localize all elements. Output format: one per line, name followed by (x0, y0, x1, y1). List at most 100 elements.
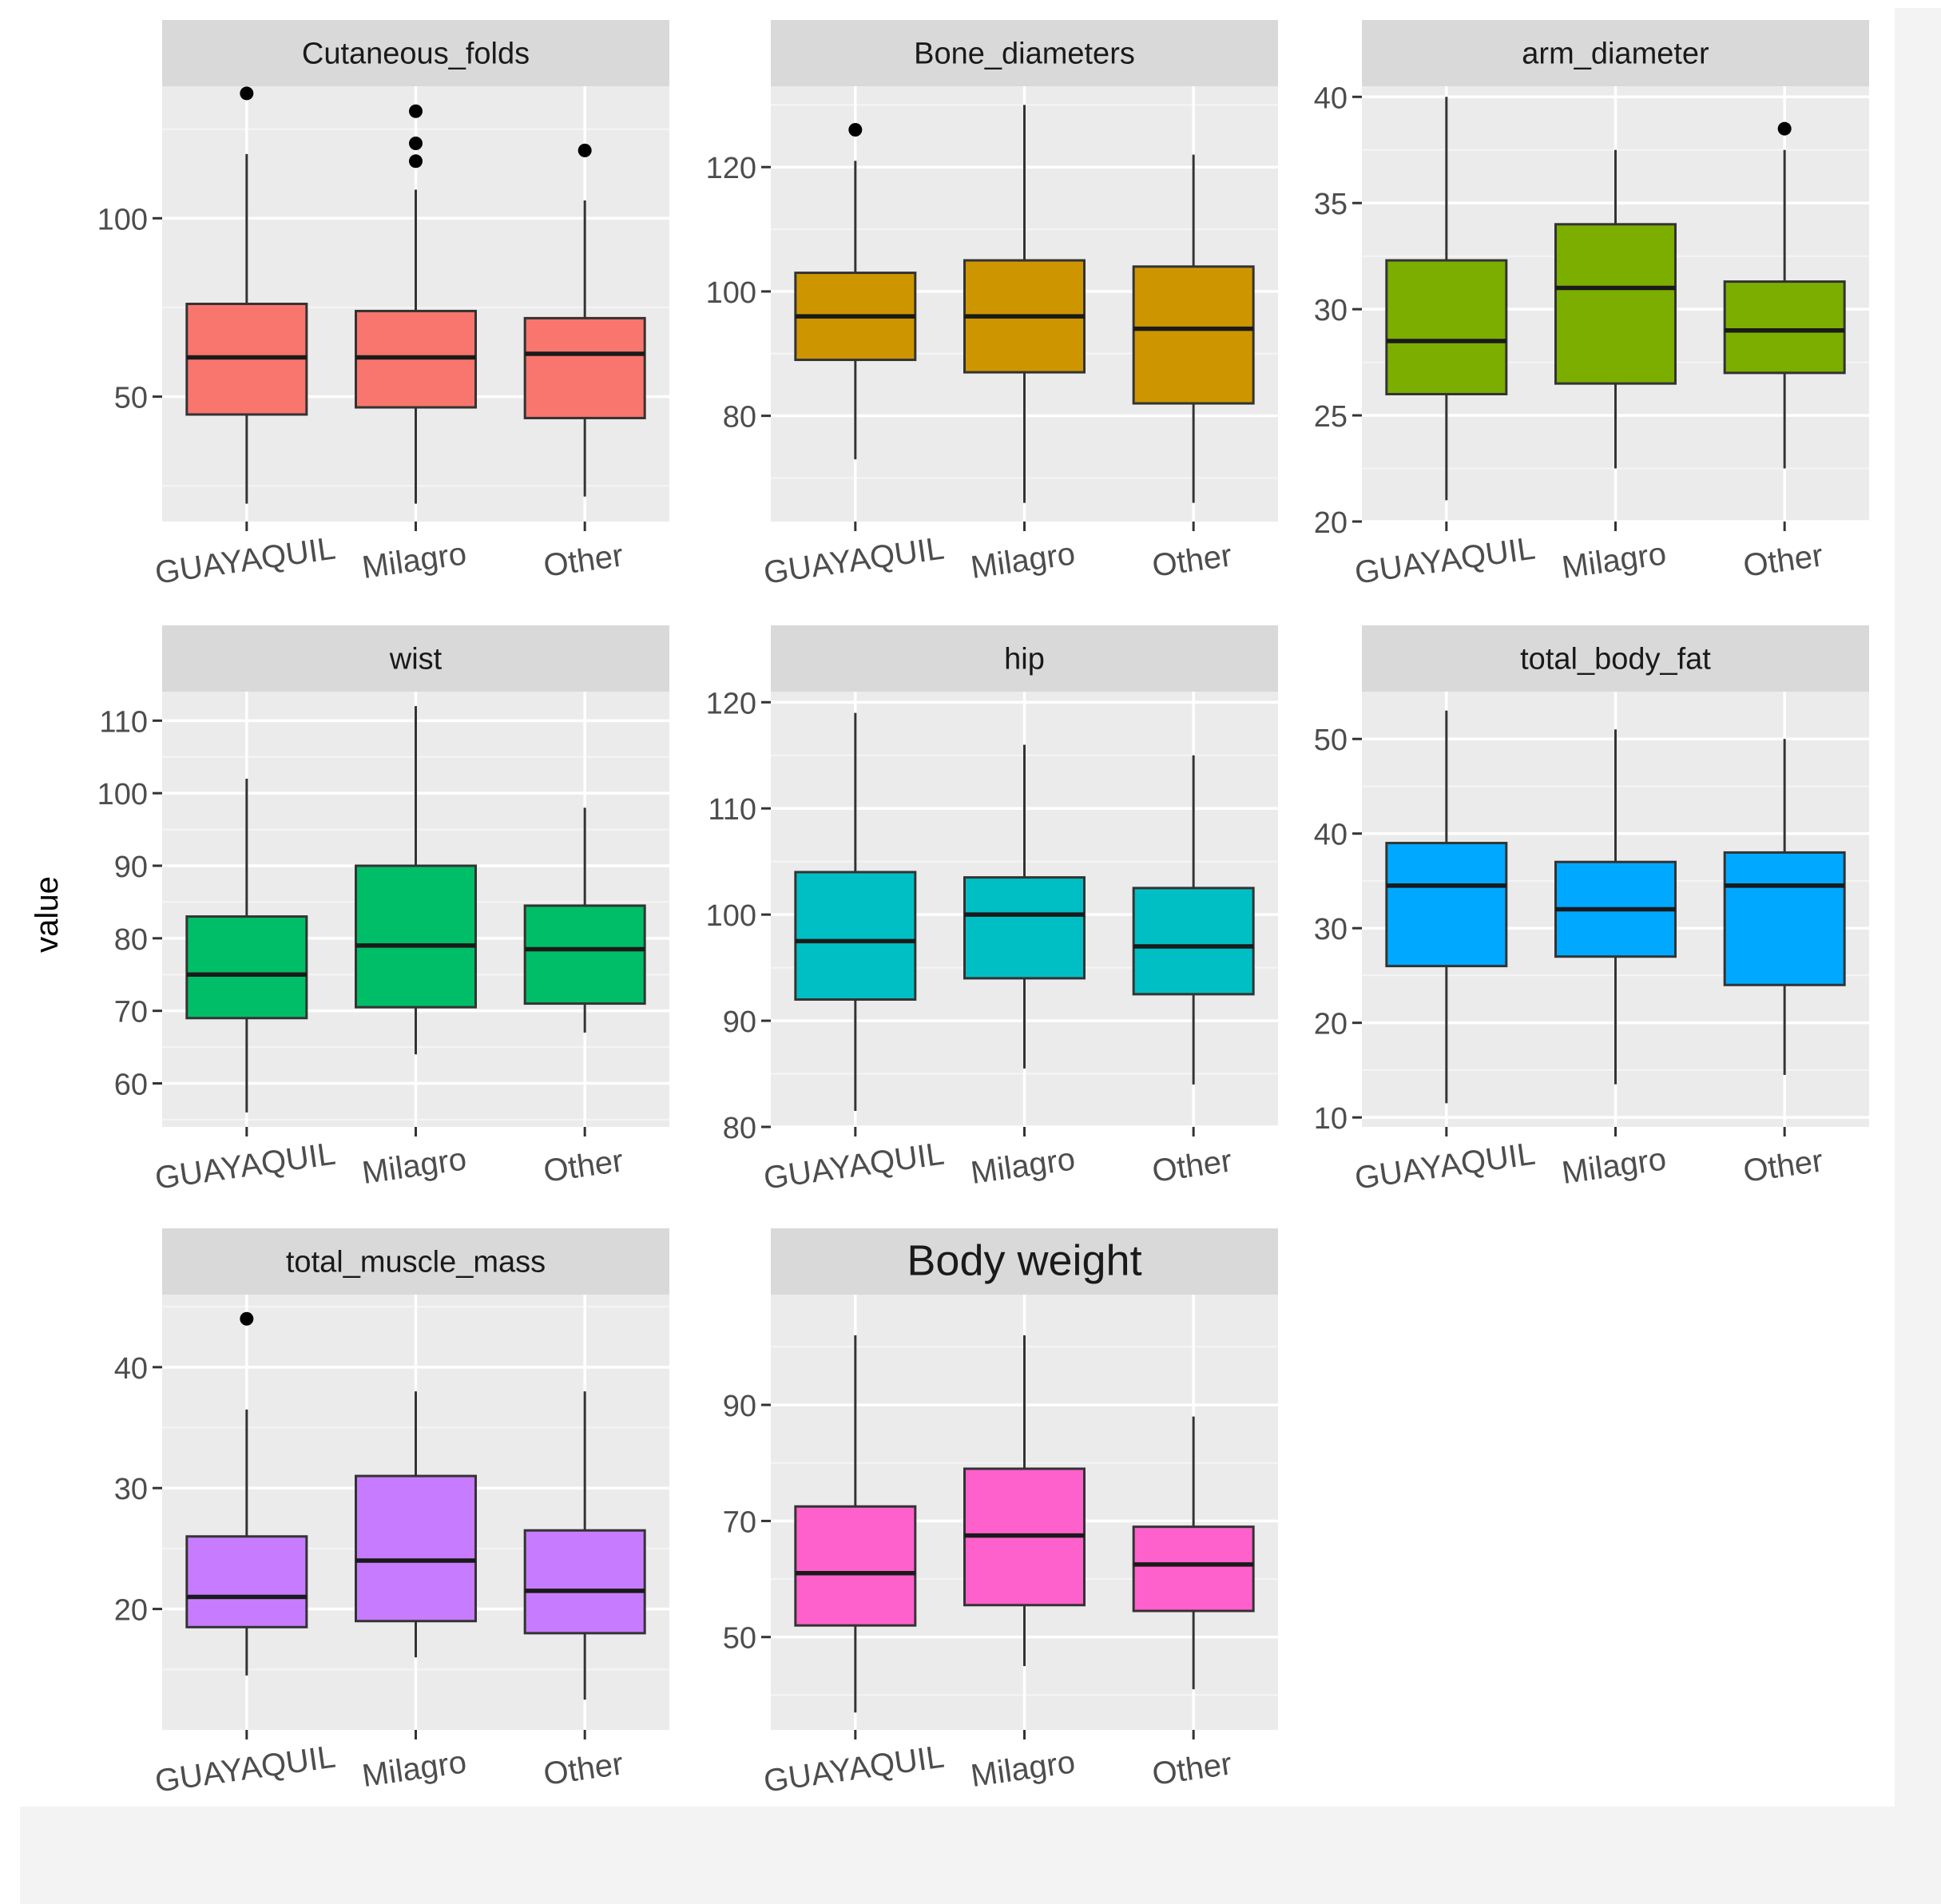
box-iqr (1385, 259, 1508, 395)
y-tick-label: 110 (99, 705, 148, 739)
facet-strip (162, 1228, 669, 1295)
box-iqr (523, 316, 646, 419)
outlier-point (578, 143, 592, 157)
y-tick-label: 60 (114, 1069, 148, 1102)
outlier-point (848, 123, 863, 137)
y-tick-label: 70 (114, 996, 148, 1029)
facet-strip-title: hip (1004, 643, 1045, 676)
box-milagro (1554, 149, 1677, 469)
box-iqr (1554, 223, 1677, 385)
box-other (523, 143, 646, 497)
y-axis-label: value (30, 876, 65, 953)
y-tick-label: 40 (1314, 81, 1348, 115)
right-margin-band (1895, 8, 1941, 1815)
y-tick-label: 80 (723, 1112, 756, 1145)
outlier-point (409, 104, 423, 118)
facet-strip (771, 20, 1278, 86)
box-milagro (355, 104, 477, 504)
y-tick-label: 25 (1314, 400, 1348, 434)
box-other (1132, 1416, 1255, 1690)
y-tick-label: 10 (1314, 1102, 1348, 1136)
y-tick-label: 90 (723, 1390, 756, 1423)
facet-strip (1362, 625, 1869, 692)
box-iqr (1723, 280, 1846, 375)
box-guayaquil (1385, 710, 1508, 1104)
box-other (523, 807, 646, 1033)
facet-strip-title: arm_diameter (1522, 38, 1709, 71)
box-guayaquil (185, 86, 308, 504)
y-tick-label: 20 (114, 1594, 148, 1628)
y-tick-label: 50 (114, 382, 148, 415)
facet-strip-title: wist (389, 643, 443, 676)
box-iqr (355, 864, 477, 1009)
facet-strip (162, 20, 669, 86)
box-guayaquil (1385, 97, 1508, 501)
box-other (1723, 739, 1846, 1075)
y-tick-label: 90 (723, 1006, 756, 1039)
outlier-point (240, 1311, 254, 1326)
y-tick-label: 100 (706, 276, 756, 310)
y-tick-label: 50 (1314, 724, 1348, 757)
box-iqr (185, 1535, 308, 1628)
box-iqr (1385, 842, 1508, 968)
box-iqr (1132, 1525, 1255, 1612)
facet-strip-title: Cutaneous_folds (302, 38, 530, 71)
facet-strip (771, 1228, 1278, 1295)
y-tick-label: 30 (1314, 294, 1348, 327)
y-tick-label: 35 (1314, 188, 1348, 221)
box-other (1723, 121, 1846, 469)
box-guayaquil (794, 1335, 917, 1713)
y-tick-label: 40 (114, 1352, 148, 1386)
box-milagro (355, 706, 477, 1055)
y-tick-label: 100 (706, 899, 756, 933)
box-other (1132, 154, 1255, 503)
outlier-point (409, 136, 423, 150)
box-other (523, 1391, 646, 1700)
y-tick-label: 70 (723, 1505, 756, 1539)
y-tick-label: 90 (114, 851, 148, 884)
box-iqr (523, 1529, 646, 1635)
box-guayaquil (185, 1311, 308, 1676)
outlier-point (409, 154, 423, 169)
y-tick-label: 30 (114, 1473, 148, 1506)
y-tick-label: 40 (1314, 819, 1348, 852)
box-other (1132, 755, 1255, 1085)
box-iqr (1132, 265, 1255, 405)
y-tick-label: 100 (97, 203, 148, 236)
y-tick-label: 120 (706, 687, 756, 720)
box-guayaquil (185, 779, 308, 1113)
facet-strip-title: Bone_diameters (914, 38, 1135, 71)
box-iqr (185, 915, 308, 1020)
facet-strip (771, 625, 1278, 692)
y-tick-label: 20 (1314, 1008, 1348, 1041)
facet-strip (162, 625, 669, 692)
box-iqr (1132, 887, 1255, 996)
facet-strip-title: Body weight (907, 1237, 1141, 1285)
facet-strip-title: total_muscle_mass (286, 1246, 546, 1279)
box-iqr (794, 871, 917, 1001)
box-iqr (523, 904, 646, 1006)
bottom-margin-band (20, 1807, 1941, 1904)
outlier-point (240, 86, 254, 101)
box-milagro (963, 744, 1086, 1069)
box-guayaquil (794, 712, 917, 1112)
y-tick-label: 120 (706, 152, 756, 185)
box-milagro (355, 1391, 477, 1658)
facet-strip-title: total_body_fat (1520, 643, 1711, 676)
box-milagro (963, 105, 1086, 503)
box-milagro (963, 1335, 1086, 1667)
box-iqr (963, 876, 1086, 980)
y-tick-label: 20 (1314, 506, 1348, 540)
y-tick-label: 80 (723, 401, 756, 434)
y-tick-label: 110 (708, 793, 756, 827)
